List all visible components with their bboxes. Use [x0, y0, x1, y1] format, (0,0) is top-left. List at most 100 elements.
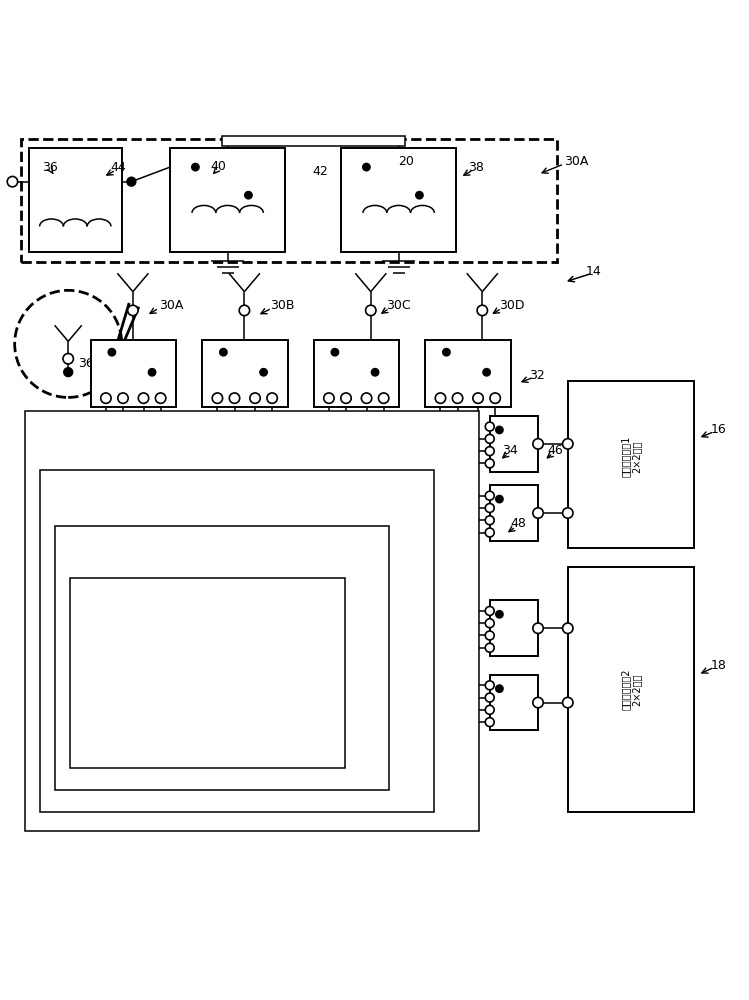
Circle shape: [260, 369, 267, 376]
Text: 30B: 30B: [270, 299, 295, 312]
Circle shape: [366, 305, 376, 316]
Circle shape: [118, 393, 128, 403]
Circle shape: [485, 681, 494, 690]
Bar: [341, 148, 456, 252]
Circle shape: [562, 508, 573, 518]
Text: 30D: 30D: [500, 299, 525, 312]
Circle shape: [155, 393, 166, 403]
Text: 无线电收发器1
2×2矩阵: 无线电收发器1 2×2矩阵: [620, 436, 642, 477]
Circle shape: [485, 459, 494, 468]
Circle shape: [219, 348, 227, 356]
Bar: [314, 340, 399, 407]
Circle shape: [341, 393, 351, 403]
Bar: [170, 148, 285, 252]
Circle shape: [533, 697, 543, 708]
Bar: [490, 600, 538, 656]
Text: 46: 46: [548, 444, 563, 457]
Text: 30A: 30A: [564, 155, 589, 168]
Bar: [490, 485, 538, 541]
Circle shape: [324, 393, 334, 403]
Circle shape: [485, 693, 494, 702]
Circle shape: [485, 705, 494, 714]
Circle shape: [139, 393, 149, 403]
Circle shape: [229, 393, 240, 403]
Circle shape: [485, 447, 494, 456]
Text: 18: 18: [711, 659, 727, 672]
Bar: [490, 675, 538, 730]
Circle shape: [485, 528, 494, 537]
Bar: [70, 578, 345, 768]
Circle shape: [483, 369, 491, 376]
Circle shape: [477, 305, 488, 316]
Circle shape: [100, 393, 111, 403]
Bar: [568, 567, 694, 812]
Bar: [222, 136, 404, 146]
Circle shape: [533, 439, 543, 449]
Text: 44: 44: [110, 161, 126, 174]
Circle shape: [490, 393, 500, 403]
Text: 42: 42: [312, 165, 328, 178]
Text: 16: 16: [711, 423, 727, 436]
Text: 30A: 30A: [159, 299, 184, 312]
Text: 38: 38: [468, 161, 485, 174]
Circle shape: [372, 369, 379, 376]
Circle shape: [485, 516, 494, 525]
Text: 34: 34: [502, 444, 518, 457]
Bar: [28, 148, 122, 252]
Bar: [202, 340, 288, 407]
Bar: [55, 526, 389, 790]
Bar: [25, 411, 479, 831]
Circle shape: [361, 393, 372, 403]
Bar: [91, 340, 176, 407]
Circle shape: [443, 348, 450, 356]
Circle shape: [485, 491, 494, 500]
Circle shape: [148, 369, 156, 376]
Circle shape: [7, 176, 18, 187]
Circle shape: [562, 697, 573, 708]
Circle shape: [485, 504, 494, 512]
Circle shape: [363, 163, 370, 171]
Circle shape: [245, 191, 252, 199]
Circle shape: [485, 434, 494, 443]
Text: 无线电收发器2
2×2矩阵: 无线电收发器2 2×2矩阵: [620, 669, 642, 710]
Circle shape: [212, 393, 222, 403]
Circle shape: [127, 305, 138, 316]
Circle shape: [127, 177, 136, 186]
Circle shape: [485, 631, 494, 640]
Circle shape: [250, 393, 260, 403]
Circle shape: [64, 368, 73, 377]
Circle shape: [331, 348, 339, 356]
Circle shape: [496, 495, 503, 503]
Text: 14: 14: [586, 265, 601, 278]
Circle shape: [416, 191, 423, 199]
Text: 32: 32: [529, 369, 545, 382]
Circle shape: [108, 348, 115, 356]
Bar: [22, 139, 557, 262]
Circle shape: [562, 623, 573, 633]
Text: 40: 40: [210, 160, 226, 173]
Circle shape: [485, 643, 494, 652]
Bar: [425, 340, 511, 407]
Circle shape: [378, 393, 389, 403]
Circle shape: [485, 718, 494, 727]
Text: 36: 36: [78, 357, 94, 370]
Circle shape: [473, 393, 483, 403]
Circle shape: [533, 623, 543, 633]
Circle shape: [496, 611, 503, 618]
Circle shape: [533, 508, 543, 518]
Circle shape: [485, 422, 494, 431]
Circle shape: [63, 354, 73, 364]
Circle shape: [267, 393, 277, 403]
Circle shape: [435, 393, 446, 403]
Bar: [490, 416, 538, 472]
Circle shape: [562, 439, 573, 449]
Text: 20: 20: [398, 155, 414, 168]
Circle shape: [485, 606, 494, 615]
Circle shape: [496, 685, 503, 692]
Circle shape: [496, 426, 503, 434]
Text: 36: 36: [42, 161, 58, 174]
Circle shape: [192, 163, 199, 171]
Circle shape: [239, 305, 249, 316]
Text: 30C: 30C: [386, 299, 410, 312]
Text: 48: 48: [510, 517, 526, 530]
